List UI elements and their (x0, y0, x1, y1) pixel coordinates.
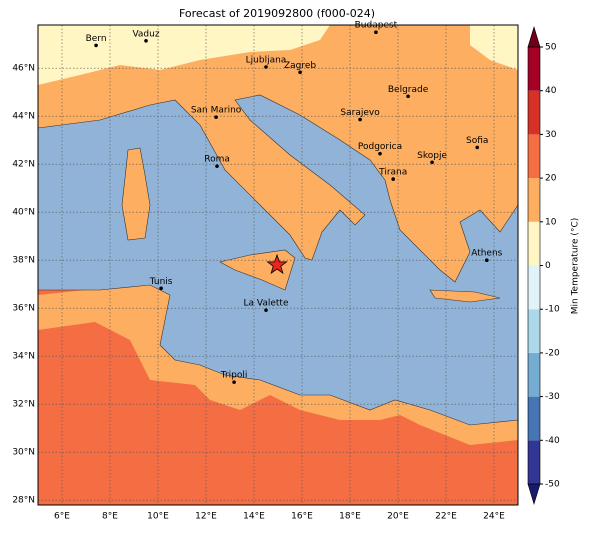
city-dot (215, 164, 219, 168)
x-tick-label: 10°E (147, 512, 169, 522)
y-tick-label: 44°N (12, 112, 35, 122)
x-tick-label: 24°E (483, 512, 505, 522)
map-frame (37, 24, 519, 506)
city-dot (232, 380, 236, 384)
colorbar-tick-label: -30 (545, 392, 560, 402)
colorbar-tick-label: -10 (545, 305, 560, 315)
colorbar-band (528, 134, 540, 179)
city-label: Sofia (466, 136, 488, 146)
x-tick-label: 14°E (243, 512, 265, 522)
city-dot (475, 145, 480, 150)
x-tick-label: 20°E (387, 512, 409, 522)
city-dot (391, 177, 396, 181)
colorbar-tick-label: -40 (545, 436, 560, 446)
title: Forecast of 2019092800 (f000-024) (179, 7, 375, 20)
city-label: Vaduz (132, 29, 159, 39)
x-tick-label: 12°E (195, 512, 217, 522)
city-label: Bern (86, 34, 107, 44)
city-label: Roma (204, 155, 230, 165)
city-dot (94, 43, 98, 48)
colorbar-tick-label: 30 (545, 130, 557, 140)
marker-star (266, 253, 288, 275)
colorbar-band (528, 396, 540, 441)
y-tick-label: 34°N (12, 352, 35, 362)
city-dot (214, 115, 218, 119)
city-label: La Valette (244, 299, 289, 309)
alps (38, 25, 330, 85)
colorbar-band (528, 440, 540, 484)
colorbar-tick-label: 40 (545, 86, 557, 96)
y-tick-label: 30°N (12, 448, 35, 458)
colorbar-tick-label: -50 (545, 480, 560, 490)
x-tick-label: 22°E (435, 512, 457, 522)
colorbar: -50 -40 -30 -20 -10 0 10 20 30 40 50 (527, 25, 560, 506)
graticule: 6°E 8°E 10°E 12°E 14°E 16°E 18°E 20°E 22°E 24°E 28… (12, 25, 518, 522)
x-tick-label: 16°E (291, 512, 313, 522)
city-dot (264, 308, 268, 312)
city-dot (264, 65, 268, 69)
city-dot (485, 258, 489, 263)
city-label: Skopje (417, 151, 447, 161)
colorbar-band (528, 178, 540, 222)
city-dot (298, 70, 302, 75)
city-dot (406, 94, 410, 99)
city-label: Budapest (355, 21, 398, 31)
colorbar-band (528, 47, 540, 91)
colorbar-band (528, 265, 540, 310)
city-label: Tirana (378, 168, 407, 178)
colorbar-tick-label: 50 (545, 43, 557, 53)
city-label: Zagreb (284, 61, 316, 71)
y-tick-label: 42°N (12, 160, 35, 170)
colorbar-tick-label: 10 (545, 217, 557, 227)
city-label: Tunis (149, 277, 173, 287)
city-dot (378, 151, 382, 156)
colorbar-band (528, 90, 540, 135)
city-label: Ljubljana (246, 56, 287, 66)
city-dot (430, 160, 434, 165)
city-dot (144, 39, 148, 43)
city-label: Sarajevo (340, 108, 380, 118)
city-label: Athens (471, 249, 502, 259)
colorbar-extend-low (527, 483, 541, 506)
colorbar-band (528, 352, 540, 397)
colorbar-tick-label: -20 (545, 348, 560, 358)
y-tick-label: 32°N (12, 400, 35, 410)
colorbar-extend-high (527, 25, 541, 48)
city-dot (374, 30, 378, 34)
colorbar-band (528, 309, 540, 353)
colorbar-label: Min Temperature (°C) (571, 218, 581, 315)
city-label: Podgorica (358, 142, 402, 152)
y-tick-label: 28°N (12, 496, 35, 506)
colorbar-tick-label: 20 (545, 174, 557, 184)
city-label: Tripoli (220, 371, 248, 381)
x-tick-label: 18°E (339, 512, 361, 522)
city-label: Belgrade (388, 85, 429, 95)
city-label: San Marino (191, 106, 242, 116)
y-tick-label: 40°N (12, 208, 35, 218)
crete (429, 289, 501, 303)
corsica-sardinia (121, 147, 151, 241)
x-tick-label: 6°E (54, 512, 70, 522)
city-dot (358, 117, 362, 122)
colorbar-tick-label: 0 (545, 261, 551, 271)
city-dot (159, 286, 163, 291)
y-tick-label: 38°N (12, 256, 35, 266)
y-tick-label: 46°N (12, 64, 35, 74)
y-tick-label: 36°N (12, 304, 35, 314)
x-tick-label: 8°E (102, 512, 118, 522)
colorbar-band (528, 221, 540, 266)
